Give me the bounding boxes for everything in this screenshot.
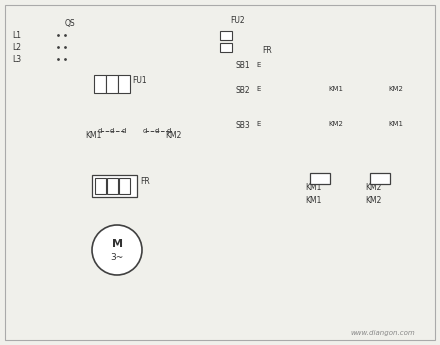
Bar xyxy=(310,173,330,184)
Text: d: d xyxy=(167,128,171,134)
Bar xyxy=(118,178,129,194)
Text: E: E xyxy=(256,121,260,127)
Text: KM2: KM2 xyxy=(328,121,343,127)
Bar xyxy=(370,173,390,184)
Text: L2: L2 xyxy=(12,42,21,51)
Bar xyxy=(95,178,106,194)
Bar xyxy=(106,75,118,93)
Text: E: E xyxy=(256,62,260,68)
Text: d: d xyxy=(143,128,147,134)
Circle shape xyxy=(92,225,142,275)
Text: SB2: SB2 xyxy=(235,86,249,95)
Text: FR: FR xyxy=(262,46,272,55)
Text: M: M xyxy=(111,239,122,249)
Bar xyxy=(220,30,232,39)
Text: FU2: FU2 xyxy=(230,16,245,24)
Text: FU1: FU1 xyxy=(132,76,147,85)
Text: d: d xyxy=(98,128,102,134)
Text: SB3: SB3 xyxy=(235,120,250,129)
Text: KM1: KM1 xyxy=(305,196,321,205)
Bar xyxy=(92,175,137,197)
Text: d: d xyxy=(110,128,114,134)
Text: 3~: 3~ xyxy=(110,254,124,263)
Bar xyxy=(94,75,106,93)
Text: KM1: KM1 xyxy=(328,86,343,92)
Text: FR: FR xyxy=(140,177,150,186)
Bar xyxy=(106,178,117,194)
Text: www.diangon.com: www.diangon.com xyxy=(350,330,415,336)
Bar xyxy=(118,75,130,93)
Bar xyxy=(220,42,232,51)
Text: KM2: KM2 xyxy=(388,86,403,92)
Text: KM1: KM1 xyxy=(85,130,101,139)
Text: E: E xyxy=(256,86,260,92)
Text: KM2: KM2 xyxy=(365,183,381,191)
Text: SB1: SB1 xyxy=(235,60,249,69)
Text: L3: L3 xyxy=(12,55,21,63)
Text: QS: QS xyxy=(65,19,76,28)
Text: KM1: KM1 xyxy=(305,183,321,191)
Text: L1: L1 xyxy=(12,30,21,39)
Text: KM1: KM1 xyxy=(388,121,403,127)
Text: KM2: KM2 xyxy=(365,196,381,205)
Text: d: d xyxy=(155,128,159,134)
Text: KM2: KM2 xyxy=(165,130,181,139)
Text: d: d xyxy=(122,128,126,134)
